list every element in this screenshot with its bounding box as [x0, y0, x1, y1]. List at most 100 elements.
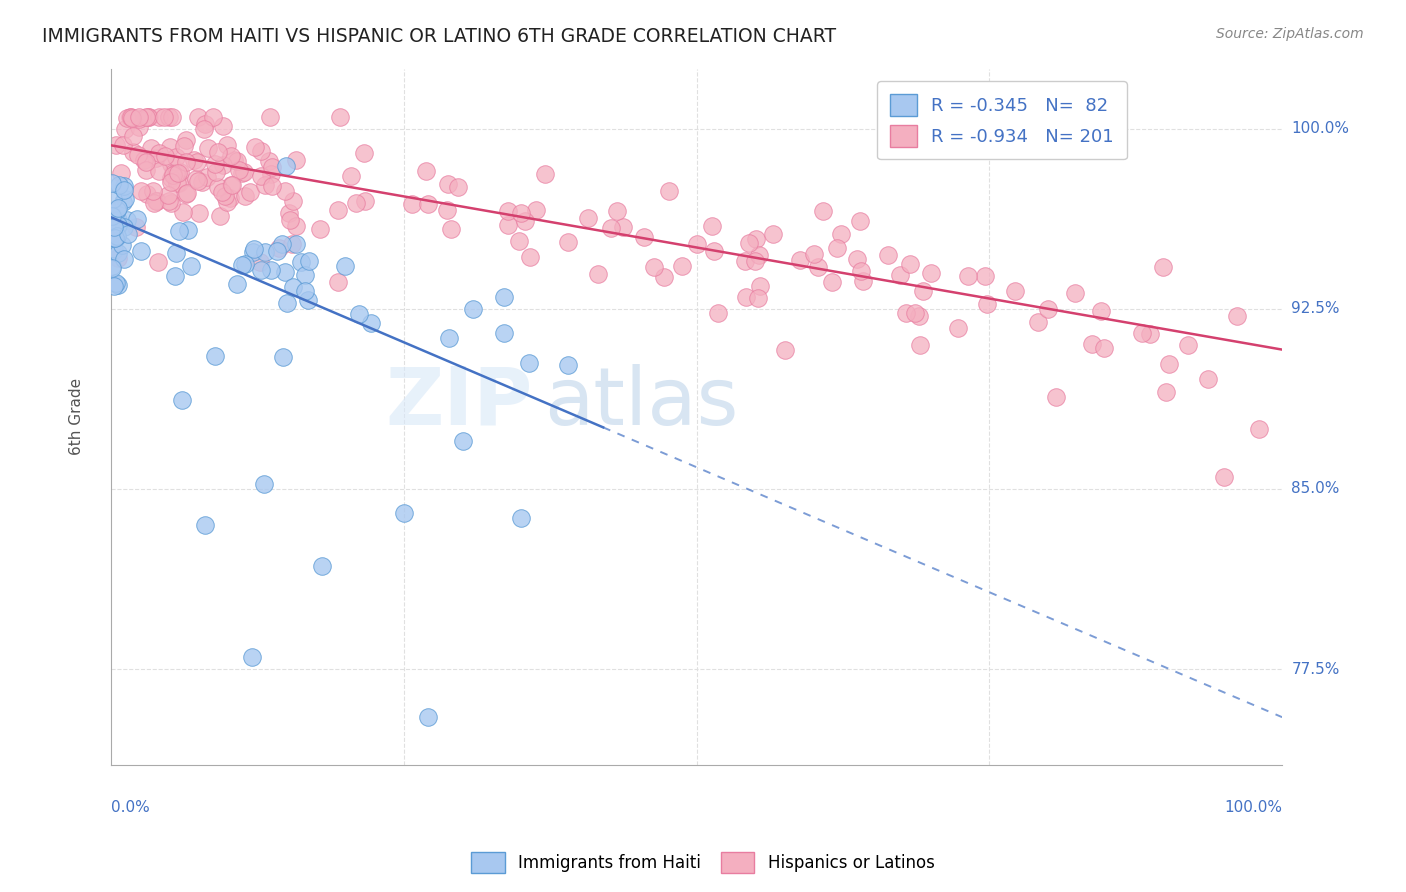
Point [496, 204, 519, 219]
Point [308, 222, 330, 236]
Point [228, 163, 250, 178]
Point [145, 194, 167, 208]
Text: atlas: atlas [544, 364, 740, 442]
Point [260, 263, 283, 277]
Point [353, 145, 375, 160]
Point [101, 259, 124, 273]
Point [260, 160, 283, 174]
Point [191, 175, 214, 189]
Point [254, 178, 277, 193]
Point [118, 110, 141, 124]
Point [633, 230, 655, 244]
Point [233, 188, 256, 202]
Point [112, 138, 135, 153]
Point [205, 165, 228, 179]
Point [274, 184, 297, 198]
Point [160, 110, 183, 124]
Point [513, 213, 536, 227]
Point [107, 218, 129, 232]
Point [217, 195, 239, 210]
Point [112, 178, 135, 193]
Point [103, 243, 125, 257]
Point [231, 166, 253, 180]
Point [132, 153, 155, 168]
Point [173, 139, 195, 153]
Point [344, 196, 367, 211]
Point [1212, 470, 1234, 484]
Point [294, 284, 316, 298]
Point [159, 156, 181, 170]
Point [643, 260, 665, 275]
Point [107, 251, 129, 265]
Point [250, 169, 273, 183]
Point [188, 206, 211, 220]
Point [135, 163, 157, 178]
Point [101, 220, 124, 235]
Point [259, 110, 281, 124]
Point [274, 159, 297, 173]
Point [212, 119, 235, 133]
Point [956, 269, 979, 284]
Point [194, 518, 217, 533]
Point [281, 279, 304, 293]
Point [1247, 422, 1270, 436]
Point [259, 153, 281, 168]
Point [148, 164, 170, 178]
Point [278, 206, 301, 220]
Point [243, 242, 266, 256]
Point [128, 120, 150, 135]
Point [898, 257, 921, 271]
Point [233, 165, 256, 179]
Point [846, 252, 869, 266]
Point [127, 211, 149, 226]
Point [115, 112, 138, 126]
Point [159, 175, 181, 189]
Point [215, 137, 238, 152]
Point [260, 178, 283, 193]
Point [416, 710, 439, 724]
Point [329, 110, 352, 124]
Point [187, 110, 209, 124]
Point [180, 259, 202, 273]
Text: Source: ZipAtlas.com: Source: ZipAtlas.com [1216, 27, 1364, 41]
Point [177, 223, 200, 237]
Point [311, 558, 333, 573]
Point [1081, 336, 1104, 351]
Point [195, 169, 218, 184]
Point [519, 250, 541, 264]
Point [162, 168, 184, 182]
Point [107, 178, 129, 192]
Point [219, 149, 242, 163]
Point [1090, 303, 1112, 318]
Point [496, 218, 519, 232]
Point [974, 268, 997, 283]
Point [162, 166, 184, 180]
Point [101, 261, 124, 276]
Point [127, 148, 149, 162]
Point [748, 279, 770, 293]
Point [738, 235, 761, 250]
Point [557, 358, 579, 372]
Point [167, 224, 190, 238]
Point [658, 184, 681, 198]
Point [103, 219, 125, 234]
Point [211, 186, 233, 200]
Point [259, 167, 281, 181]
Point [789, 253, 811, 268]
Point [686, 236, 709, 251]
Point [821, 275, 844, 289]
Point [128, 112, 150, 126]
Text: IMMIGRANTS FROM HAITI VS HISPANIC OR LATINO 6TH GRADE CORRELATION CHART: IMMIGRANTS FROM HAITI VS HISPANIC OR LAT… [42, 27, 837, 45]
Point [326, 202, 349, 217]
Point [273, 265, 295, 279]
Point [946, 320, 969, 334]
Point [333, 259, 356, 273]
Point [830, 227, 852, 241]
Point [803, 246, 825, 260]
Point [451, 434, 474, 448]
Point [278, 213, 301, 227]
Point [114, 192, 136, 206]
Point [139, 140, 162, 154]
Point [129, 184, 152, 198]
Point [280, 236, 302, 251]
